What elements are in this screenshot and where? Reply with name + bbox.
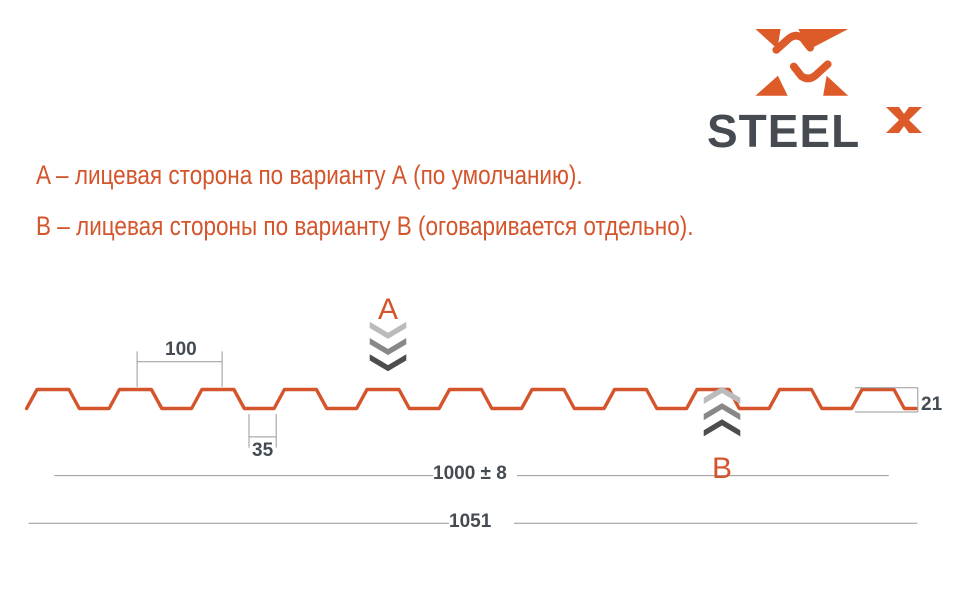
svg-text:1051: 1051 bbox=[449, 511, 492, 532]
svg-text:21: 21 bbox=[921, 394, 943, 415]
svg-text:1000 ± 8: 1000 ± 8 bbox=[433, 463, 507, 484]
svg-text:100: 100 bbox=[165, 339, 197, 360]
svg-text:35: 35 bbox=[252, 440, 274, 461]
svg-text:A: A bbox=[378, 293, 398, 326]
svg-text:B: B bbox=[712, 452, 732, 485]
